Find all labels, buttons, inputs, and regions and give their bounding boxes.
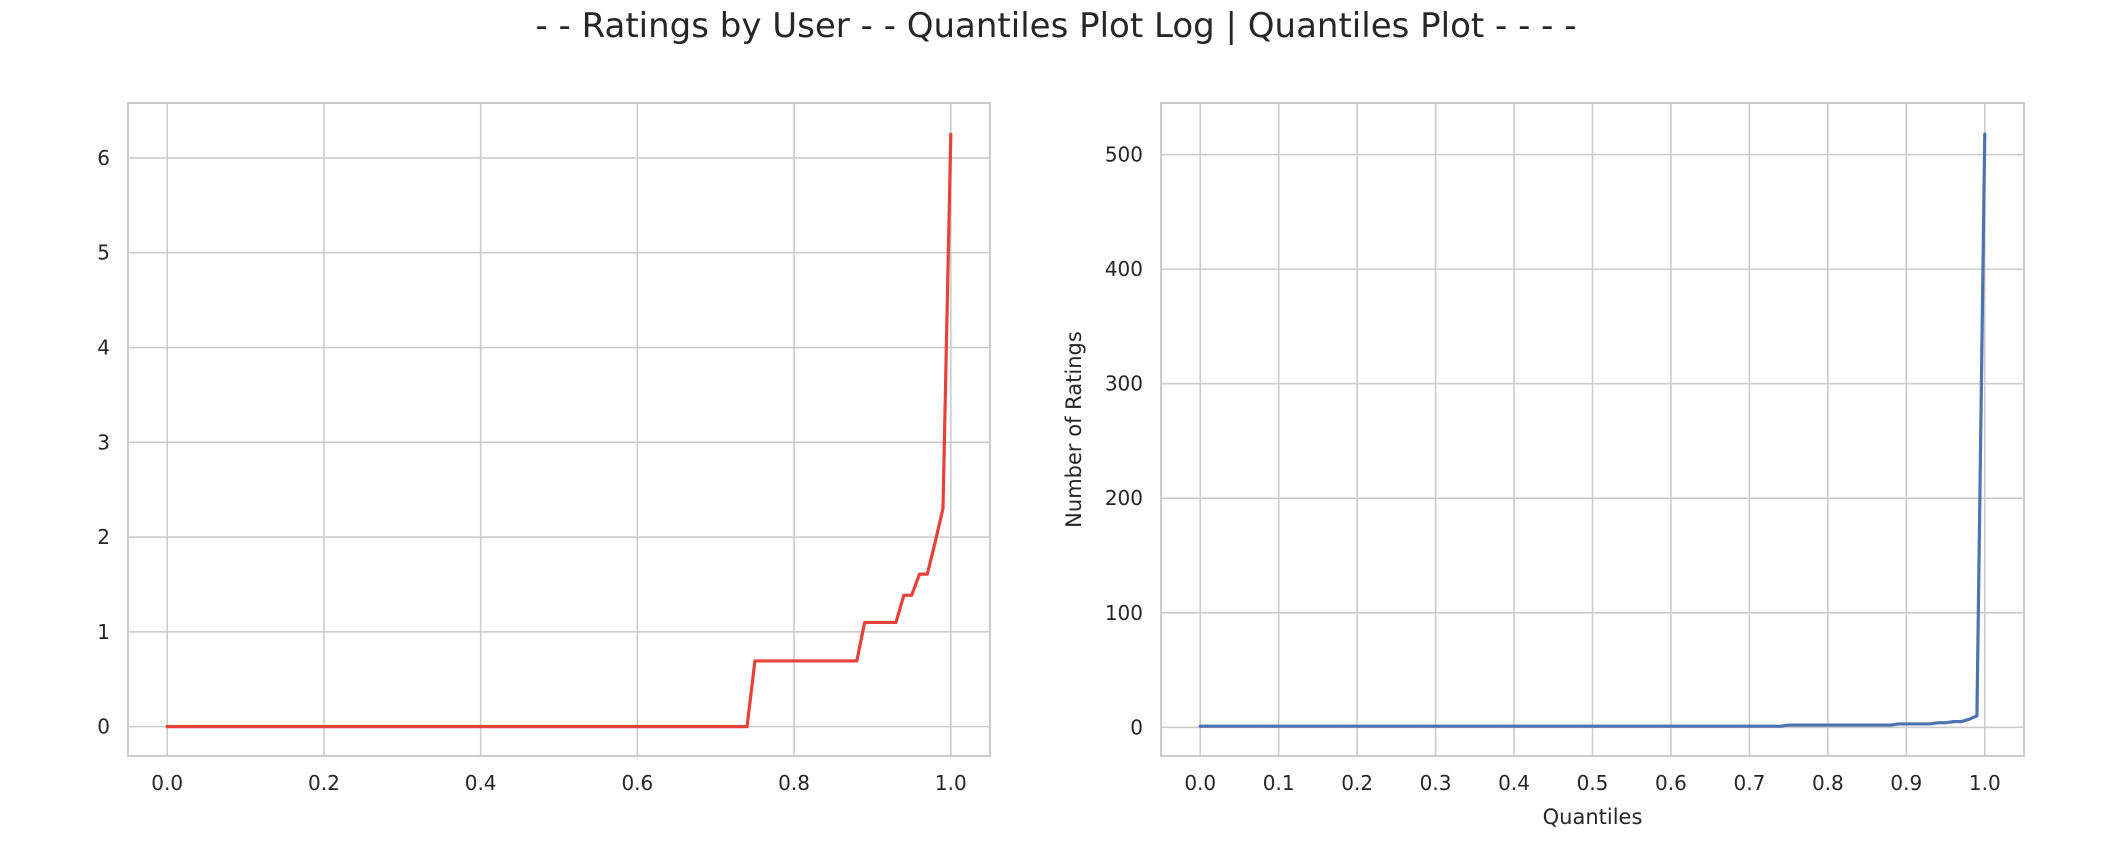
y-tick-label: 1 <box>97 620 110 644</box>
y-tick-label: 6 <box>97 146 110 170</box>
y-tick-label: 0 <box>97 715 110 739</box>
y-tick-label: 400 <box>1105 257 1143 281</box>
x-tick-label: 1.0 <box>935 771 967 795</box>
x-tick-label: 0.0 <box>151 771 183 795</box>
series-line-1 <box>165 132 953 729</box>
x-tick-label: 0.8 <box>778 771 810 795</box>
y-tick-label: 4 <box>97 336 110 360</box>
y-tick-label: 100 <box>1105 601 1143 625</box>
plot-frame <box>1160 102 2025 757</box>
chart-panel-2: 0.0 0.1 0.2 0.3 0.4 0.5 0.6 0.7 0.8 0.9 1.0 0 100 200… <box>1062 102 2025 829</box>
plot-frame <box>127 102 991 757</box>
plot-area <box>128 103 990 756</box>
x-tick-label: 1.0 <box>1969 771 2001 795</box>
figure-suptitle: - - Ratings by User - - Quantiles Plot L… <box>535 6 1577 46</box>
x-tick-label: 0.1 <box>1263 771 1295 795</box>
x-tick-label: 0.0 <box>1184 771 1216 795</box>
x-tick-label: 0.6 <box>621 771 653 795</box>
y-tick-label: 300 <box>1105 372 1143 396</box>
y-tick-label: 2 <box>97 525 110 549</box>
y-tick-label: 3 <box>97 430 110 454</box>
x-tick-label: 0.6 <box>1655 771 1687 795</box>
y-tick-label: 200 <box>1105 486 1143 510</box>
x-tick-label: 0.9 <box>1890 771 1922 795</box>
x-tick-label: 0.5 <box>1577 771 1609 795</box>
x-axis-label: Quantiles <box>1543 805 1643 829</box>
x-tick-label: 0.7 <box>1734 771 1766 795</box>
y-axis-label: Number of Ratings <box>1062 331 1086 528</box>
y-tick-label: 500 <box>1105 143 1143 167</box>
x-tick-label: 0.4 <box>1498 771 1530 795</box>
x-tick-label: 0.8 <box>1812 771 1844 795</box>
series-line-1 <box>1198 132 1987 728</box>
x-tick-label: 0.3 <box>1420 771 1452 795</box>
x-tick-label: 0.4 <box>465 771 497 795</box>
chart-panel-1: 0.0 0.2 0.4 0.6 0.8 1.0 0 1 2 3 4 5 6 <box>97 102 991 795</box>
y-tick-label: 5 <box>97 241 110 265</box>
x-tick-label: 0.2 <box>1341 771 1373 795</box>
x-tick-label: 0.2 <box>308 771 340 795</box>
y-tick-label: 0 <box>1130 715 1143 739</box>
